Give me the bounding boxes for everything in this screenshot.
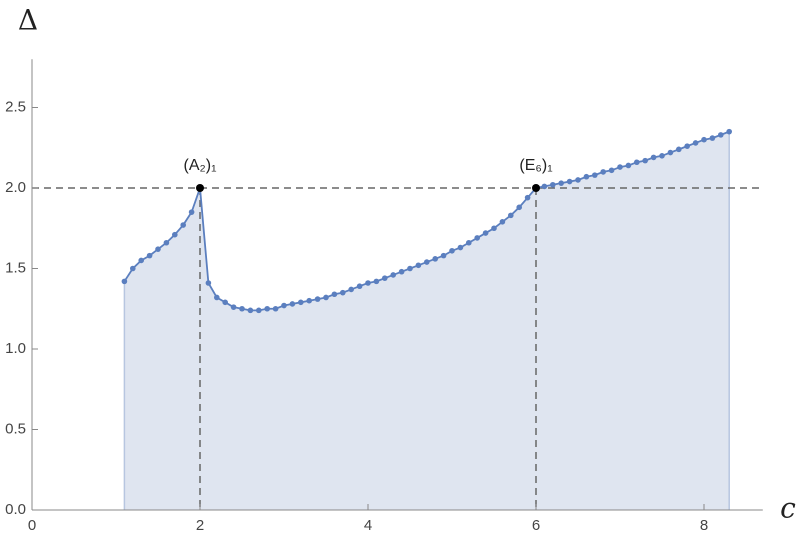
area (124, 131, 730, 510)
point (146, 252, 153, 259)
point (474, 235, 481, 241)
point (583, 173, 590, 180)
point (709, 135, 716, 141)
point (390, 272, 397, 278)
point (424, 259, 430, 265)
point (172, 231, 178, 238)
y-tick-label: 1.0 (5, 340, 26, 357)
point (516, 204, 522, 211)
point (365, 280, 371, 286)
point (508, 212, 514, 219)
point (340, 289, 346, 296)
x-tick-label: 8 (700, 517, 708, 534)
point (264, 305, 271, 312)
point (600, 169, 606, 175)
point (188, 209, 195, 215)
point (415, 262, 422, 269)
point (466, 239, 472, 246)
point (566, 178, 573, 185)
point (348, 286, 355, 293)
x-tick-label: 6 (532, 517, 540, 534)
point (306, 297, 313, 304)
point (592, 172, 598, 178)
point (138, 257, 144, 264)
point (457, 244, 464, 251)
point (541, 183, 548, 190)
point (314, 296, 321, 302)
point (684, 143, 690, 149)
point (272, 305, 279, 312)
point (718, 132, 724, 138)
point (356, 283, 363, 290)
point (659, 153, 665, 159)
y-tick-label: 2.0 (5, 179, 26, 196)
point (617, 164, 623, 170)
point (650, 154, 657, 161)
point (214, 294, 220, 301)
point (323, 294, 329, 301)
x-tick-label: 2 (196, 517, 204, 534)
point (407, 265, 413, 272)
point (222, 299, 228, 306)
point (298, 299, 304, 306)
point (701, 136, 707, 143)
point (230, 304, 237, 310)
point (163, 239, 170, 246)
point (239, 305, 245, 312)
point (449, 247, 455, 254)
x-tick-label: 0 (28, 517, 36, 534)
point (482, 230, 489, 236)
point (331, 291, 338, 298)
point (642, 157, 648, 164)
point (373, 278, 380, 285)
y-axis-label: Δ (18, 4, 38, 37)
point (281, 302, 287, 309)
point (608, 167, 615, 174)
point (155, 246, 161, 252)
point (432, 256, 439, 262)
y-tick-label: 0.0 (5, 501, 26, 518)
point (491, 225, 497, 232)
point (676, 146, 682, 153)
point (180, 222, 186, 228)
point (575, 177, 581, 183)
point (634, 159, 640, 166)
y-tick-label: 1.5 (5, 259, 26, 276)
point (121, 278, 128, 285)
point (255, 307, 262, 314)
y-tick-label: 0.5 (5, 420, 26, 437)
point (289, 301, 296, 307)
x-axis-label: c (780, 492, 796, 525)
point (130, 265, 136, 272)
point (692, 140, 699, 146)
annotation: (E₆)₁ (519, 157, 552, 174)
point (550, 181, 556, 188)
annotation-point (196, 184, 204, 192)
point (440, 252, 447, 259)
point (205, 280, 212, 286)
point (247, 307, 254, 314)
point (667, 149, 674, 156)
point (558, 180, 564, 186)
point (382, 275, 388, 281)
annotation: (A₂)₁ (184, 157, 217, 174)
point (625, 162, 632, 169)
point (726, 128, 732, 135)
point (499, 219, 506, 225)
point (524, 194, 531, 201)
x-tick-label: 4 (364, 517, 372, 534)
y-tick-label: 2.5 (5, 98, 26, 115)
point (398, 268, 405, 275)
annotation-point (532, 184, 540, 192)
